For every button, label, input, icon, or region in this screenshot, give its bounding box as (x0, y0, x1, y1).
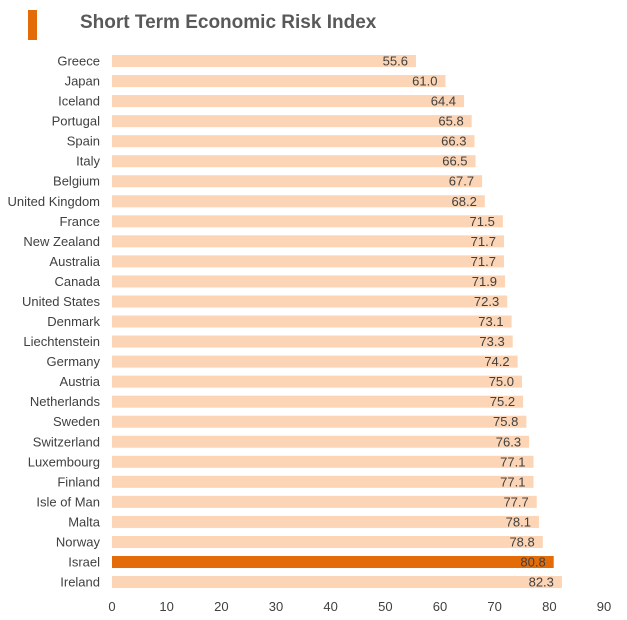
x-tick-label: 60 (433, 599, 447, 614)
bar-malta (112, 515, 539, 528)
bar-new-zealand (112, 235, 504, 248)
x-tick-label: 50 (378, 599, 392, 614)
value-label: 64.4 (431, 94, 456, 109)
bar-belgium (112, 175, 483, 188)
bar-denmark (112, 315, 512, 328)
category-label: Belgium (53, 174, 100, 189)
x-tick-label: 90 (597, 599, 611, 614)
bar-germany (112, 355, 518, 368)
bar-luxembourg (112, 455, 534, 468)
bar-france (112, 215, 503, 228)
value-label: 73.1 (478, 314, 503, 329)
value-label: 71.7 (471, 254, 496, 269)
value-label: 55.6 (383, 54, 408, 69)
category-label: Greece (57, 54, 100, 69)
bar-switzerland (112, 435, 530, 448)
category-label: Canada (54, 274, 100, 289)
bar-isle-of-man (112, 495, 537, 508)
bar-united-kingdom (112, 195, 485, 208)
value-label: 65.8 (438, 114, 463, 129)
bar-sweden (112, 415, 527, 428)
category-label: Finland (57, 474, 100, 489)
category-label: Ireland (60, 575, 100, 590)
value-label: 72.3 (474, 294, 499, 309)
category-label: Norway (56, 534, 101, 549)
value-label: 77.1 (500, 454, 525, 469)
category-label: Switzerland (33, 434, 100, 449)
value-label: 82.3 (529, 575, 554, 590)
value-label: 74.2 (484, 354, 509, 369)
category-label: Germany (47, 354, 101, 369)
x-tick-label: 30 (269, 599, 283, 614)
value-label: 78.1 (506, 514, 531, 529)
bar-portugal (112, 115, 472, 128)
bar-liechtenstein (112, 335, 513, 348)
category-label: Austria (60, 374, 101, 389)
value-label: 66.5 (442, 154, 467, 169)
category-label: Liechtenstein (23, 334, 100, 349)
value-label: 71.5 (470, 214, 495, 229)
category-label: Italy (76, 154, 100, 169)
x-tick-label: 80 (542, 599, 556, 614)
chart-title: Short Term Economic Risk Index (80, 12, 377, 33)
bar-canada (112, 275, 506, 288)
category-label: New Zealand (23, 234, 100, 249)
value-label: 76.3 (496, 434, 521, 449)
value-label: 71.7 (471, 234, 496, 249)
bar-finland (112, 475, 534, 488)
category-label: Isle of Man (36, 494, 100, 509)
category-label: Luxembourg (28, 454, 100, 469)
value-label: 75.0 (489, 374, 514, 389)
value-label: 68.2 (452, 194, 477, 209)
category-label: Portugal (52, 114, 101, 129)
category-label: Japan (65, 74, 100, 89)
x-tick-label: 10 (159, 599, 173, 614)
category-label: Denmark (47, 314, 100, 329)
category-label: Netherlands (30, 394, 101, 409)
bar-iceland (112, 95, 465, 108)
category-label: Sweden (53, 414, 100, 429)
category-label: United States (22, 294, 101, 309)
category-label: Iceland (58, 94, 100, 109)
bar-spain (112, 135, 475, 148)
value-label: 77.1 (500, 474, 525, 489)
bar-italy (112, 155, 476, 168)
category-label: France (60, 214, 100, 229)
x-tick-label: 40 (323, 599, 337, 614)
value-label: 67.7 (449, 174, 474, 189)
x-tick-label: 70 (487, 599, 501, 614)
bar-israel (112, 556, 554, 568)
category-label: Australia (49, 254, 100, 269)
x-tick-label: 20 (214, 599, 228, 614)
category-label: Malta (68, 514, 101, 529)
value-label: 75.8 (493, 414, 518, 429)
bar-netherlands (112, 395, 524, 408)
bar-ireland (112, 576, 562, 589)
value-label: 80.8 (520, 555, 545, 570)
x-tick-label: 0 (108, 599, 115, 614)
title-accent-bar (28, 10, 37, 40)
bar-japan (112, 75, 446, 88)
value-label: 71.9 (472, 274, 497, 289)
bar-austria (112, 375, 522, 388)
value-label: 78.8 (509, 534, 534, 549)
value-label: 77.7 (503, 494, 528, 509)
bar-united-states (112, 295, 508, 308)
category-label: Israel (68, 555, 100, 570)
value-label: 61.0 (412, 74, 437, 89)
category-label: Spain (67, 134, 100, 149)
value-label: 75.2 (490, 394, 515, 409)
category-label: United Kingdom (8, 194, 101, 209)
bar-norway (112, 535, 543, 548)
value-label: 73.3 (479, 334, 504, 349)
bar-greece (112, 55, 416, 67)
value-label: 66.3 (441, 134, 466, 149)
bar-australia (112, 255, 504, 268)
